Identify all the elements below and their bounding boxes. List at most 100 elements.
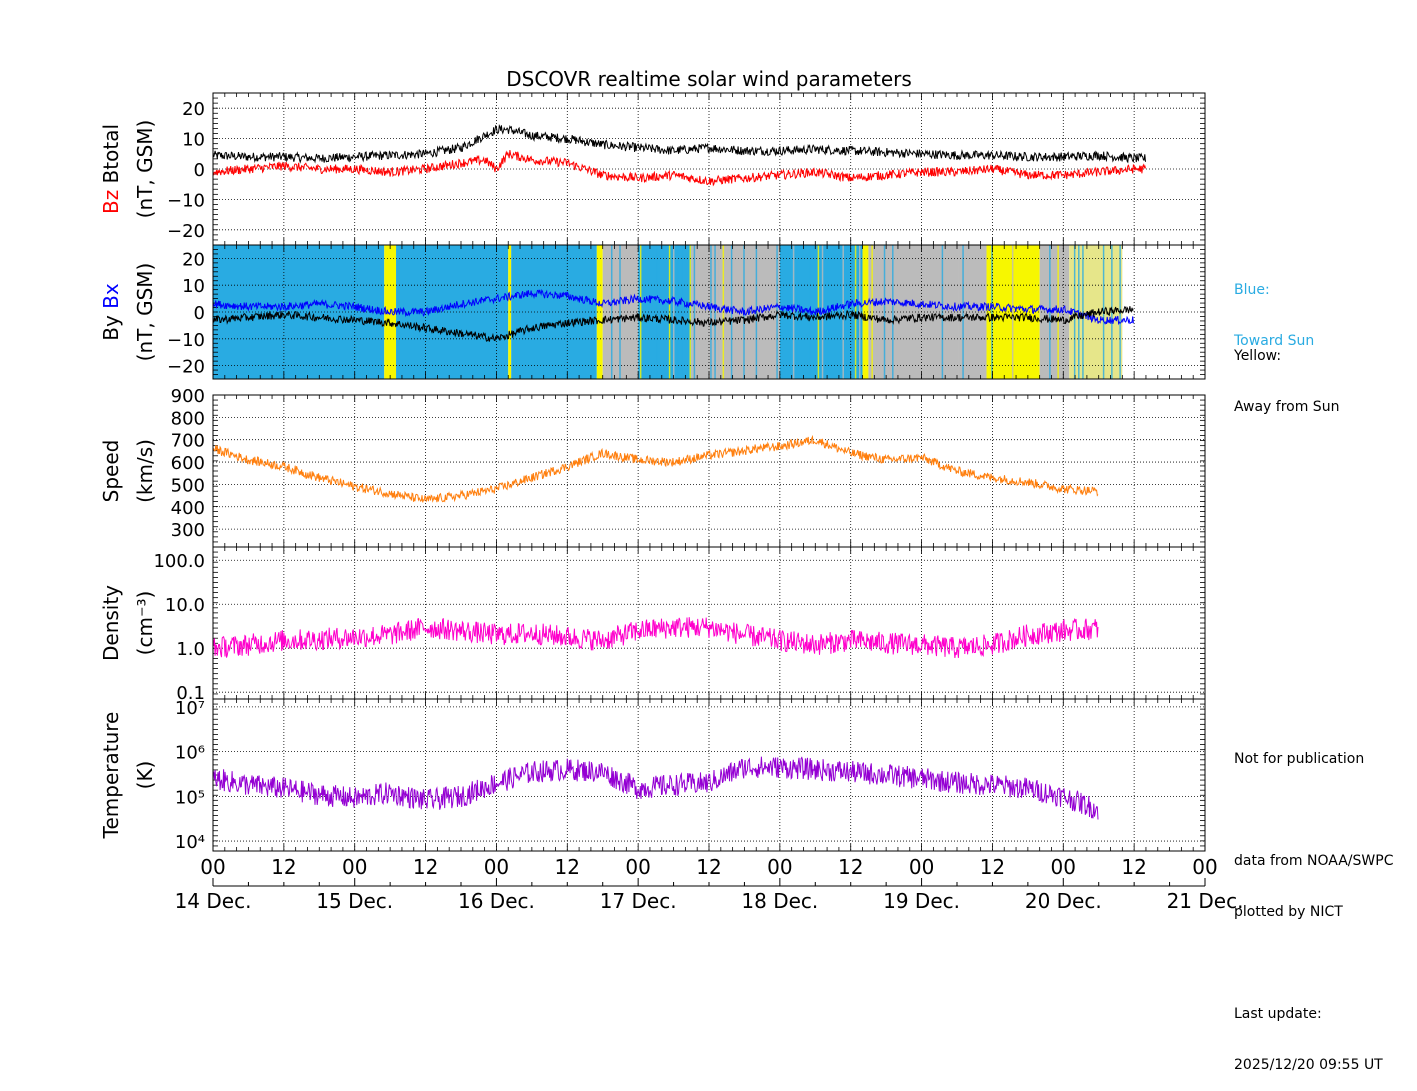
sector-stripe <box>916 245 919 379</box>
y-tick-label: −10 <box>167 330 205 351</box>
legend-yellow-line1: Yellow: <box>1234 348 1282 364</box>
hour-tick-label: 00 <box>625 855 650 879</box>
sector-stripe <box>892 245 894 379</box>
last-update-label: Last update: <box>1234 1006 1322 1022</box>
hour-tick-label: 00 <box>767 855 792 879</box>
y-axis-label-part: Bz <box>99 190 123 214</box>
y-tick-label: 500 <box>171 475 205 496</box>
y-tick-label: −20 <box>167 357 205 378</box>
date-tick-label: 17 Dec. <box>600 889 677 913</box>
not-for-publication: Not for publication <box>1234 751 1365 767</box>
hour-tick-label: 00 <box>909 855 934 879</box>
series-btotal-line <box>212 123 1146 164</box>
y-tick-label: −10 <box>167 190 205 211</box>
plotted-by: plotted by NICT <box>1234 904 1343 920</box>
y-tick-label: 10 <box>182 276 205 297</box>
sector-stripe <box>1011 245 1014 379</box>
sector-stripe <box>871 245 873 379</box>
y-tick-label: 300 <box>171 520 205 541</box>
sector-band <box>862 245 869 379</box>
y-axis-label: Speed <box>99 440 123 503</box>
y-axis-label-part: By <box>99 315 123 341</box>
sector-stripe <box>606 245 609 379</box>
sector-stripe <box>925 245 927 379</box>
hour-tick-label: 00 <box>200 855 225 879</box>
hour-tick-label: 00 <box>1192 855 1217 879</box>
date-tick-label: 20 Dec. <box>1025 889 1102 913</box>
y-axis-units: (nT, GSM) <box>133 263 157 362</box>
chart-title: DSCOVR realtime solar wind parameters <box>506 67 912 91</box>
sector-band <box>508 245 512 379</box>
date-tick-label: 19 Dec. <box>883 889 960 913</box>
hour-tick-label: 12 <box>696 855 721 879</box>
y-tick-label: 400 <box>171 498 205 519</box>
sector-stripe <box>730 245 733 379</box>
sector-stripe <box>677 245 679 379</box>
y-tick-label: 800 <box>171 408 205 429</box>
sector-stripe <box>714 245 716 379</box>
y-axis-units: (nT, GSM) <box>133 120 157 219</box>
legend-yellow-label: Yellow: Away from Sun <box>1234 314 1339 433</box>
series-density-line <box>212 617 1099 659</box>
hour-tick-label: 12 <box>838 855 863 879</box>
hour-tick-label: 12 <box>555 855 580 879</box>
sector-stripe <box>958 245 960 379</box>
data-source: data from NOAA/SWPC <box>1234 853 1394 869</box>
y-tick-label: −20 <box>167 221 205 242</box>
y-tick-label: 100.0 <box>153 551 205 572</box>
hour-tick-label: 00 <box>1051 855 1076 879</box>
date-tick-label: 16 Dec. <box>458 889 535 913</box>
panel-frame <box>212 698 1206 852</box>
legend-yellow-line2: Away from Sun <box>1234 399 1340 415</box>
hour-tick-label: 12 <box>413 855 438 879</box>
y-axis-label-part: Bx <box>99 283 123 315</box>
y-tick-label: 0 <box>194 303 205 324</box>
sector-stripe <box>672 245 675 379</box>
sector-stripe <box>1057 245 1059 379</box>
hour-tick-label: 12 <box>980 855 1005 879</box>
sector-stripe <box>639 245 642 379</box>
y-axis-units: (cm⁻³) <box>133 591 157 656</box>
y-axis-label: By Bx <box>99 283 123 341</box>
solar-wind-chart: DSCOVR realtime solar wind parameters 20 1… <box>99 67 1244 913</box>
series-speed-line <box>212 434 1099 503</box>
sector-stripe <box>933 245 935 379</box>
y-axis-label: Temperature <box>99 712 123 840</box>
y-tick-label: 10.0 <box>165 595 205 616</box>
sector-band <box>638 245 692 379</box>
sector-stripe <box>693 245 696 379</box>
date-tick-label: 18 Dec. <box>741 889 818 913</box>
y-tick-label: 1.0 <box>176 639 205 660</box>
y-axis-units: (K) <box>133 761 157 790</box>
sector-stripe <box>619 245 621 379</box>
y-tick-label: 0.1 <box>176 683 205 704</box>
legend-blue-label: Blue: Toward Sun <box>1234 248 1314 367</box>
sector-stripe <box>631 245 634 379</box>
hour-tick-label: 12 <box>271 855 296 879</box>
hour-tick-label: 00 <box>342 855 367 879</box>
y-axis-label: Density <box>99 585 123 661</box>
last-update-value: 2025/12/20 09:55 UT <box>1234 1057 1383 1073</box>
y-tick-label: 0 <box>194 160 205 181</box>
y-tick-label: 10⁵ <box>175 787 205 808</box>
legend-blue-line1: Blue: <box>1234 282 1270 298</box>
sector-band <box>213 245 385 379</box>
date-tick-label: 21 Dec. <box>1167 889 1244 913</box>
footer-notes: Not for publication data from NOAA/SWPC … <box>1234 717 1393 1091</box>
panel-frame <box>212 244 1206 380</box>
sector-stripe <box>1082 245 1084 379</box>
series-by-line <box>212 305 1134 342</box>
series-bz-line <box>212 150 1146 187</box>
sector-stripe <box>883 245 886 379</box>
y-axis-label-part: Btotal <box>99 124 123 190</box>
y-tick-label: 10⁷ <box>175 698 205 719</box>
series-bx-line <box>212 288 1134 326</box>
sector-stripe <box>610 245 613 379</box>
y-tick-label: 10⁶ <box>175 743 205 764</box>
legend-blue-line2: Toward Sun <box>1234 333 1315 349</box>
series-temperature-line <box>212 756 1099 820</box>
date-tick-label: 15 Dec. <box>316 889 393 913</box>
sector-band <box>596 245 603 379</box>
hour-tick-label: 12 <box>1121 855 1146 879</box>
y-tick-label: 900 <box>171 386 205 407</box>
